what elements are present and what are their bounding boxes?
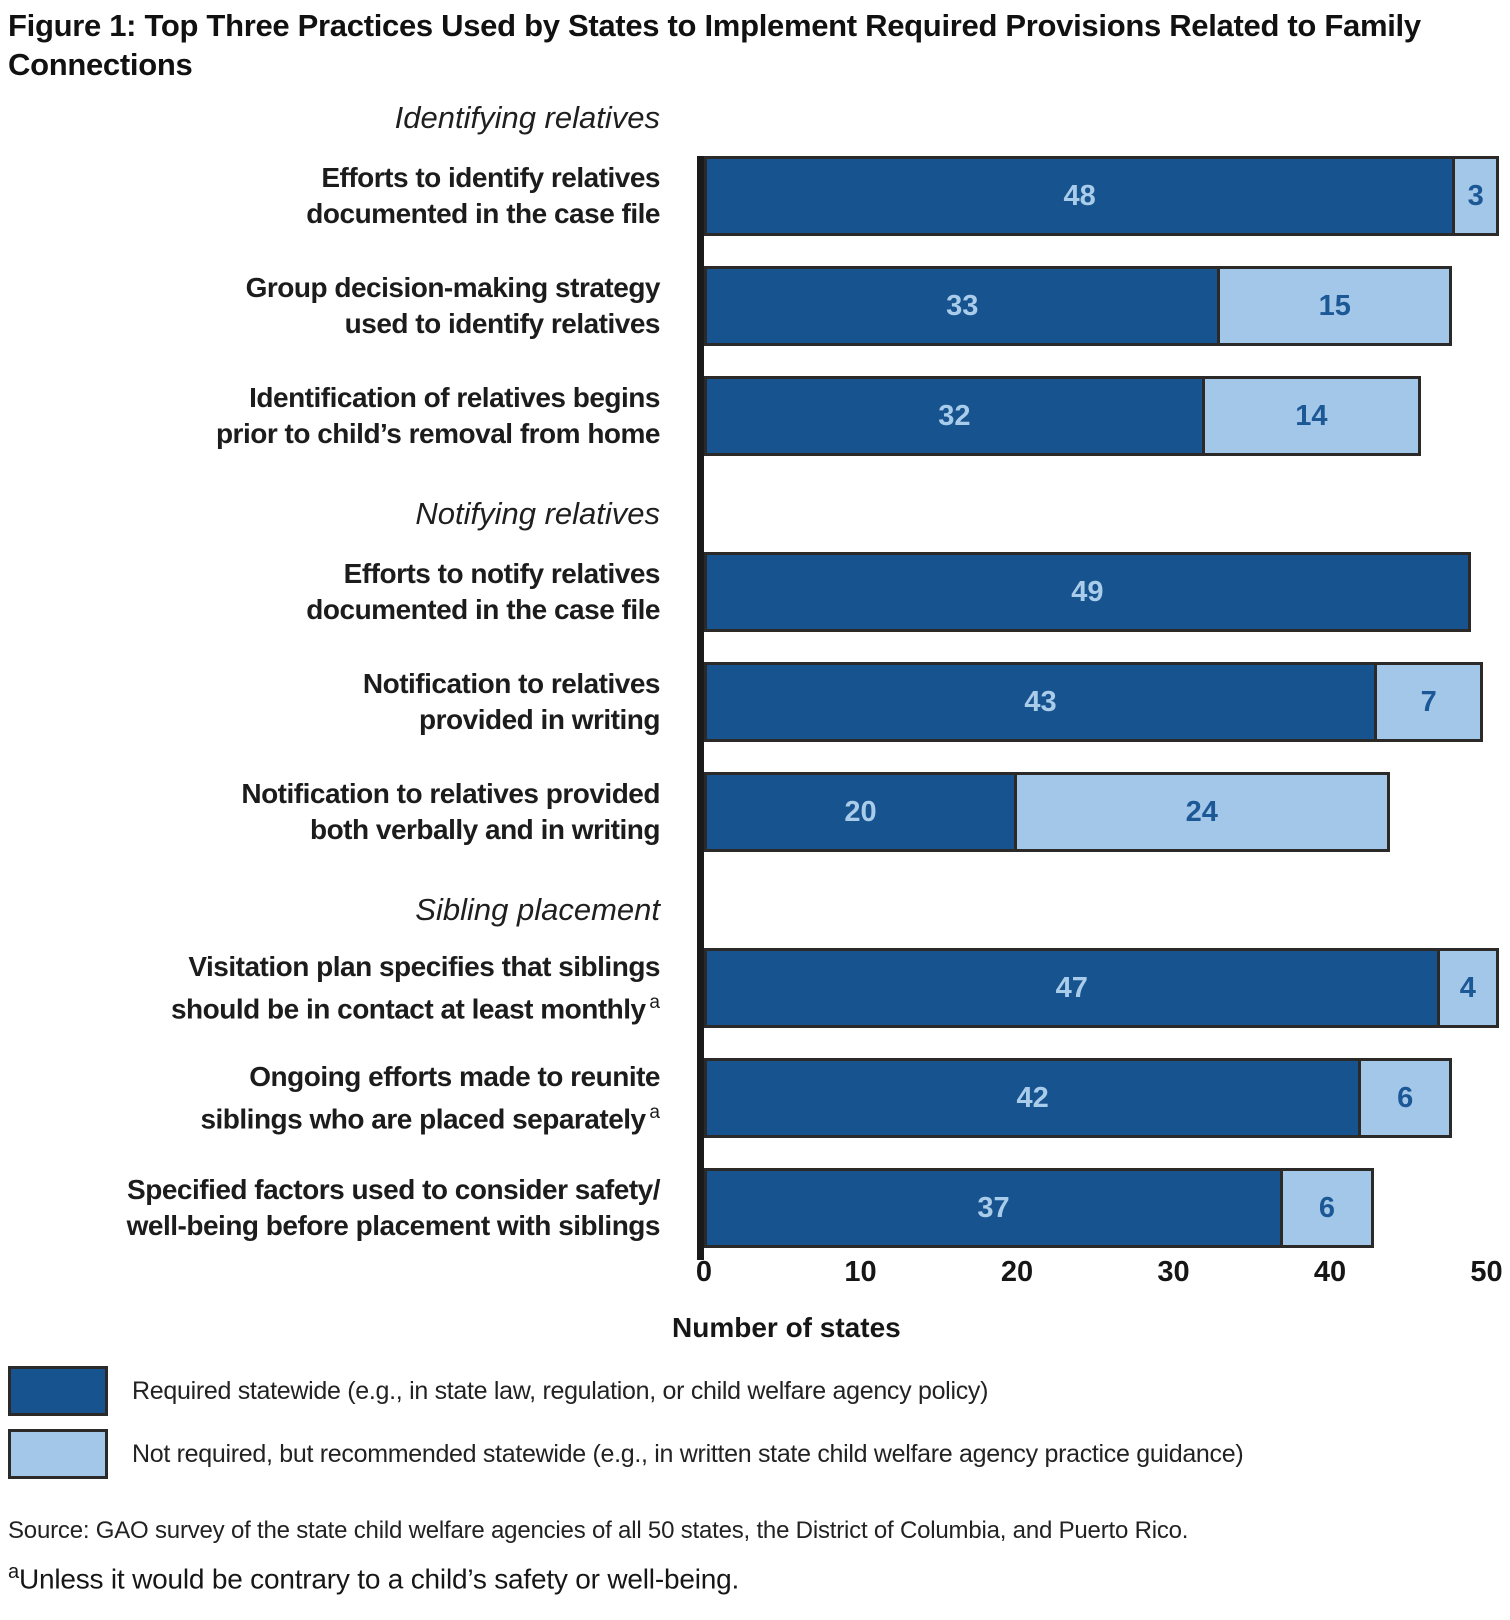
bar-row: Notification to relatives provided both v… [0, 772, 1510, 853]
bar-plot: 42 6 [704, 1058, 1453, 1139]
bar-row: Efforts to notify relatives documented in… [0, 552, 1510, 633]
bar-row: Ongoing efforts made to reunite siblings … [0, 1058, 1510, 1139]
x-axis-ticks: 0 10 20 30 40 50 [695, 1256, 1510, 1294]
x-tick-label: 40 [1313, 1256, 1347, 1289]
bar-segment-required: 20 [704, 772, 1017, 853]
bar-category-label: Specified factors used to consider safet… [126, 1174, 661, 1242]
bar-category-label: Efforts to identify relatives documented … [306, 162, 660, 230]
bar-plot: 32 14 [704, 376, 1421, 457]
bar-plot: 37 6 [704, 1168, 1374, 1249]
source-note: Source: GAO survey of the state child we… [8, 1517, 1189, 1545]
bar-segment-required: 48 [704, 156, 1456, 237]
bar-row: Specified factors used to consider safet… [0, 1168, 1510, 1249]
bar-row: Notification to relatives provided in wri… [0, 662, 1510, 743]
bar-plot: 20 24 [704, 772, 1390, 853]
bar-plot: 48 3 [704, 156, 1500, 237]
bar-plot: 33 15 [704, 266, 1453, 347]
legend-row: Not required, but recommended statewide … [8, 1429, 1510, 1480]
chart-rows: Identifying relatives Efforts to identify… [0, 98, 1510, 1249]
bar-category-label: Identification of relatives begins prior … [215, 382, 661, 450]
bar-segment-recommended: 15 [1217, 266, 1453, 347]
bar-segment-recommended: 14 [1201, 376, 1421, 457]
bar-category-label: Group decision-making strategy used to id… [245, 272, 661, 340]
bar-segment-recommended: 7 [1373, 662, 1484, 743]
legend-swatch-required [8, 1366, 108, 1417]
legend: Required statewide (e.g., in state law, … [8, 1366, 1510, 1480]
bar-category-label: Notification to relatives provided in wri… [362, 668, 661, 736]
x-tick-label: 20 [1000, 1256, 1034, 1289]
x-tick-label: 0 [695, 1256, 713, 1289]
bar-category-label: Visitation plan specifies that siblings s… [170, 950, 661, 1025]
bar-segment-recommended: 4 [1436, 948, 1500, 1029]
bar-category-label: Notification to relatives provided both v… [241, 778, 660, 846]
bar-row: Efforts to identify relatives documented … [0, 156, 1510, 237]
bar-segment-required: 32 [704, 376, 1205, 457]
bar-segment-required: 43 [704, 662, 1377, 743]
bar-category-label: Ongoing efforts made to reunite siblings … [200, 1060, 660, 1135]
footnote-reference: a [645, 991, 660, 1013]
bar-row: Group decision-making strategy used to id… [0, 266, 1510, 347]
footnote-reference: a [645, 1101, 660, 1123]
legend-label: Not required, but recommended statewide … [132, 1439, 1244, 1468]
bar-row: Visitation plan specifies that siblings s… [0, 948, 1510, 1029]
legend-label: Required statewide (e.g., in state law, … [132, 1376, 989, 1405]
bar-segment-recommended: 6 [1358, 1058, 1453, 1139]
bar-segment-recommended: 3 [1452, 156, 1500, 237]
x-tick-label: 50 [1470, 1256, 1503, 1289]
bar-row: Identification of relatives begins prior … [0, 376, 1510, 457]
group-header: Sibling placement [415, 892, 660, 928]
bar-segment-required: 49 [704, 552, 1471, 633]
bar-chart: Identifying relatives Efforts to identify… [0, 98, 1510, 1261]
bar-plot: 49 [704, 552, 1471, 633]
footnote-text: Unless it would be contrary to a child’s… [18, 1563, 740, 1595]
x-tick-label: 10 [844, 1256, 877, 1289]
group-header: Identifying relatives [394, 100, 660, 136]
bar-segment-recommended: 6 [1280, 1168, 1374, 1249]
footnote: aUnless it would be contrary to a child’… [8, 1561, 1510, 1595]
bar-segment-required: 47 [704, 948, 1440, 1029]
legend-row: Required statewide (e.g., in state law, … [8, 1366, 1510, 1417]
bar-segment-required: 33 [704, 266, 1221, 347]
bar-plot: 47 4 [704, 948, 1500, 1029]
bar-segment-required: 37 [704, 1168, 1284, 1249]
bar-segment-recommended: 24 [1014, 772, 1390, 853]
figure-title: Figure 1: Top Three Practices Used by St… [8, 8, 1421, 83]
x-axis-title: Number of states [672, 1312, 901, 1344]
bar-plot: 43 7 [704, 662, 1484, 743]
y-axis-line [697, 156, 704, 1261]
legend-swatch-recommended [8, 1429, 108, 1480]
group-header: Notifying relatives [415, 496, 660, 532]
x-tick-label: 30 [1157, 1256, 1190, 1289]
footnote-marker: a [8, 1561, 19, 1584]
bar-segment-required: 42 [704, 1058, 1362, 1139]
bar-category-label: Efforts to notify relatives documented in… [306, 558, 660, 626]
